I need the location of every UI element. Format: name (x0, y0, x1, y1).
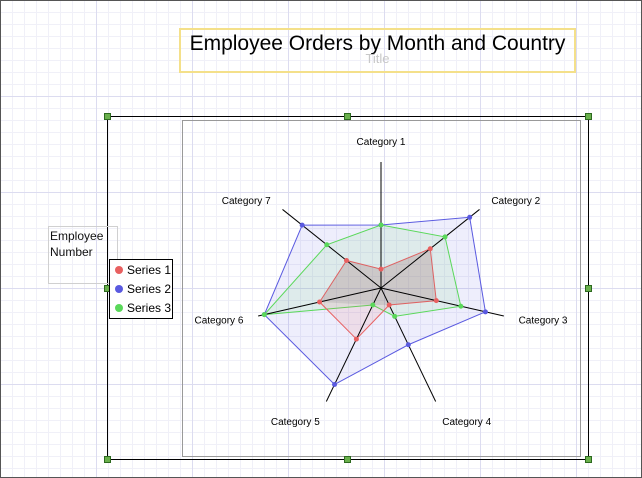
legend-item-series-1[interactable]: Series 1 (110, 260, 172, 279)
series-2-point (299, 222, 305, 228)
axis-spoke (282, 209, 382, 289)
resize-handle-top-left[interactable] (104, 113, 111, 120)
resize-handle-bottom-right[interactable] (585, 456, 592, 463)
series-2-point (332, 381, 338, 387)
series-2-marker-icon (115, 284, 123, 293)
chart-title: Employee Orders by Month and Country (189, 32, 566, 55)
category-label: Category 3 (519, 315, 568, 326)
resize-handle-middle-right[interactable] (585, 285, 592, 292)
resize-handle-bottom-left[interactable] (104, 456, 111, 463)
series-3-point (458, 303, 464, 309)
category-label: Category 1 (357, 137, 406, 148)
legend-label: Series 1 (127, 262, 172, 277)
series-1-point (433, 298, 439, 304)
series-3-point (324, 242, 330, 248)
category-label: Category 6 (194, 315, 243, 326)
series-1-point (378, 266, 384, 272)
series-3-point (442, 234, 448, 240)
resize-handle-bottom-center[interactable] (344, 456, 351, 463)
series-2-point (482, 309, 488, 315)
series-3-point (392, 313, 398, 319)
legend-label: Series 3 (127, 300, 172, 315)
series-1-point (427, 246, 433, 252)
series-2-point (405, 342, 411, 348)
series-1-marker-icon (115, 265, 123, 274)
series-1-point (353, 336, 359, 342)
chart-title-box[interactable]: Employee Orders by Month and Country Tit… (179, 28, 576, 73)
series-3-point (261, 312, 267, 318)
resize-handle-top-right[interactable] (585, 113, 592, 120)
title-placeholder: Title (365, 51, 390, 66)
series-3-marker-icon (115, 303, 123, 312)
resize-handle-top-center[interactable] (344, 113, 351, 120)
category-label: Category 2 (491, 196, 540, 207)
series-3-point (370, 302, 376, 308)
legend-item-series-2[interactable]: Series 2 (110, 279, 172, 298)
legend[interactable]: Series 1 Series 2 Series 3 (109, 259, 173, 319)
series-1-point (386, 302, 392, 308)
legend-title[interactable]: Employee Number (48, 226, 118, 284)
plot-area[interactable] (182, 120, 581, 457)
series-2-point (467, 214, 473, 220)
category-label: Category 4 (442, 417, 491, 428)
legend-item-series-3[interactable]: Series 3 (110, 298, 172, 317)
category-label: Category 7 (222, 196, 271, 207)
series-1-point (344, 258, 350, 264)
series-1-point (317, 299, 323, 305)
legend-label: Series 2 (127, 281, 172, 296)
category-label: Category 5 (271, 417, 320, 428)
series-3-point (378, 222, 384, 228)
